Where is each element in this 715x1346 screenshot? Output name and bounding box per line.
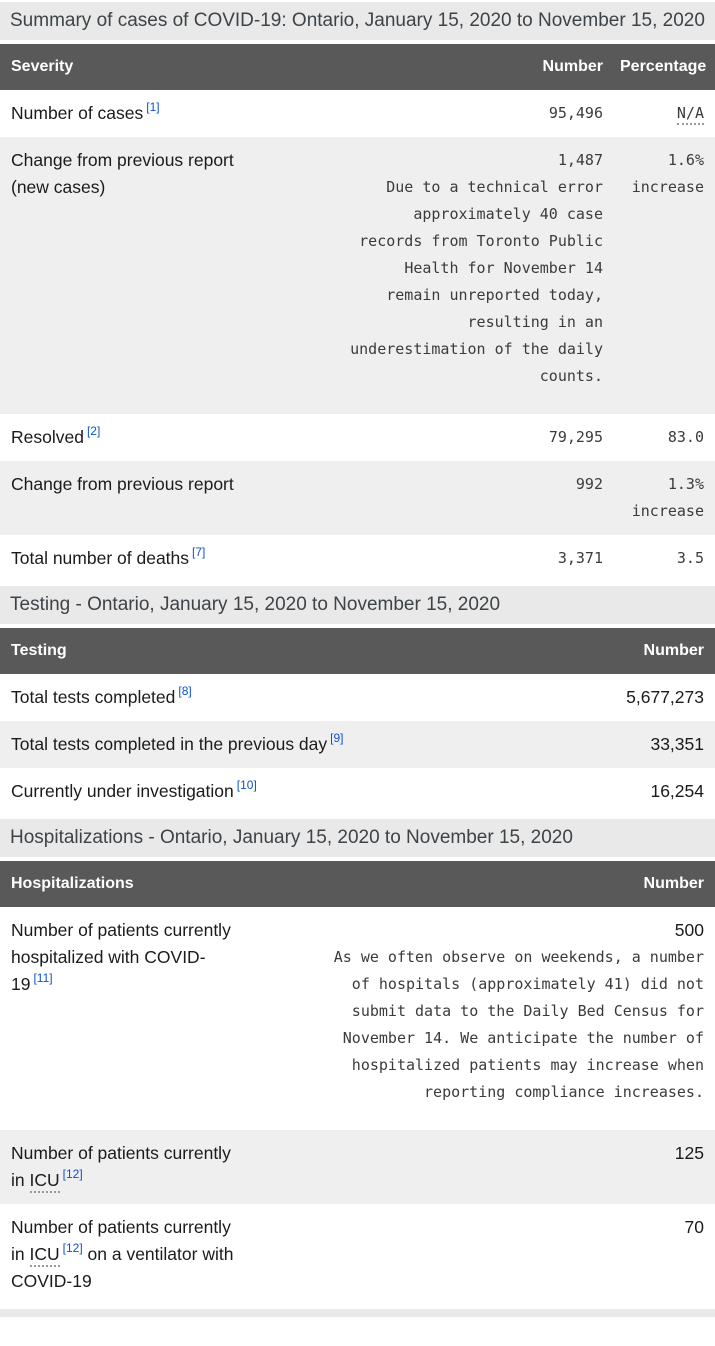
number-cell: 1,487 Due to a technical error approxima… [245, 137, 609, 414]
footnote-ref-link[interactable]: [1] [146, 100, 160, 115]
number-cell: 992 [575, 475, 603, 493]
footnote-ref-link[interactable]: [12] [62, 1167, 83, 1182]
row-label-cell: Change from previous report (new cases) [0, 137, 245, 414]
footnote-ref-link[interactable]: [7] [192, 545, 206, 560]
table-row: Change from previous report (new cases) … [0, 137, 715, 414]
percentage-direction: increase [631, 178, 704, 196]
number-value: 500 [674, 920, 704, 940]
row-label: Total tests completed in the previous da… [11, 734, 328, 754]
summary-header-row: Severity Number Percentage [0, 44, 715, 90]
table-row: Total tests completed in the previous da… [0, 721, 715, 768]
row-label: Number of cases [11, 103, 144, 123]
row-label-cell: Currently under investigation [10] [0, 768, 515, 815]
table-row: Currently under investigation [10] 16,254 [0, 768, 715, 815]
na-abbreviation[interactable]: N/A [676, 104, 704, 125]
percentage-direction: increase [631, 502, 704, 520]
row-label-suffix: on a ventilator with COVID-19 [11, 1244, 234, 1291]
percentage-value: 1.6% [667, 151, 704, 169]
percentage-cell: 83.0 [667, 428, 704, 446]
footnote-ref-link[interactable]: [9] [330, 731, 344, 746]
number-cell: 125 [674, 1143, 704, 1163]
footnote-ref-link[interactable]: [8] [178, 684, 192, 699]
number-cell: 33,351 [650, 734, 704, 754]
row-label: Total tests completed [11, 687, 176, 707]
table-row: Number of cases [1] 95,496 N/A [0, 90, 715, 137]
table-row: Total number of deaths [7] 3,371 3.5 [0, 535, 715, 582]
number-cell: 500 As we often observe on weekends, a n… [245, 907, 715, 1130]
column-header-number: Number [245, 861, 715, 907]
hospitalizations-header-row: Hospitalizations Number [0, 861, 715, 907]
row-label: Number of patients currently hospitalize… [11, 920, 231, 994]
table-row: Number of patients currently in ICU [12] … [0, 1130, 715, 1204]
number-cell: 3,371 [557, 549, 603, 567]
percentage-cell: 1.6% increase [609, 137, 715, 414]
row-label-cell: Change from previous report [0, 461, 245, 535]
row-label-cell: Number of patients currently in ICU [12] … [0, 1204, 245, 1305]
table-row: Total tests completed [8] 5,677,273 [0, 674, 715, 721]
row-label-cell: Total number of deaths [7] [0, 535, 245, 582]
column-header-percentage: Percentage [609, 44, 715, 90]
next-section-heading-partial [0, 1309, 715, 1317]
row-label: Total number of deaths [11, 548, 190, 568]
number-cell: 5,677,273 [626, 687, 704, 707]
row-label-cell: Number of cases [1] [0, 90, 245, 137]
data-note: Due to a technical error approximately 4… [350, 178, 603, 385]
column-header-number: Number [515, 628, 715, 674]
footnote-ref-link[interactable]: [2] [86, 424, 101, 439]
row-label: Change from previous report [11, 474, 234, 494]
table-row: Number of patients currently hospitalize… [0, 907, 715, 1130]
number-cell: 95,496 [548, 104, 603, 122]
footnote-ref-link[interactable]: [12] [62, 1241, 83, 1256]
percentage-cell: 1.3% increase [609, 461, 715, 535]
number-cell: 79,295 [548, 428, 603, 446]
number-cell: 70 [684, 1217, 704, 1237]
column-header-testing: Testing [0, 628, 515, 674]
row-label: Number of patients currently in [11, 1143, 231, 1190]
icu-abbreviation[interactable]: ICU [29, 1170, 60, 1193]
percentage-cell: 3.5 [676, 549, 704, 567]
number-cell: 16,254 [650, 781, 704, 801]
data-note: As we often observe on weekends, a numbe… [333, 948, 704, 1101]
row-label-cell: Total tests completed [8] [0, 674, 515, 721]
hospitalizations-table: Hospitalizations Number Number of patien… [0, 861, 715, 1305]
summary-table: Severity Number Percentage Number of cas… [0, 44, 715, 582]
icu-abbreviation[interactable]: ICU [29, 1244, 60, 1267]
table-row: Change from previous report 992 1.3% inc… [0, 461, 715, 535]
row-label-cell: Total tests completed in the previous da… [0, 721, 515, 768]
table-row: Resolved [2] 79,295 83.0 [0, 414, 715, 461]
row-label-cell: Resolved [2] [0, 414, 245, 461]
row-label-cell: Number of patients currently hospitalize… [0, 907, 245, 1130]
footnote-ref-link[interactable]: [10] [236, 778, 257, 793]
row-label: Currently under investigation [11, 781, 234, 801]
percentage-value: 1.3% [667, 475, 704, 493]
testing-header-row: Testing Number [0, 628, 715, 674]
number-value: 1,487 [557, 151, 603, 169]
row-label: Number of patients currently in [11, 1217, 231, 1264]
summary-heading: Summary of cases of COVID-19: Ontario, J… [0, 2, 715, 40]
testing-heading: Testing - Ontario, January 15, 2020 to N… [0, 586, 715, 624]
table-row: Number of patients currently in ICU [12] … [0, 1204, 715, 1305]
testing-table: Testing Number Total tests completed [8] … [0, 628, 715, 815]
row-label: Resolved [11, 427, 84, 447]
hospitalizations-heading: Hospitalizations - Ontario, January 15, … [0, 819, 715, 857]
percentage-cell: N/A [609, 90, 715, 137]
footnote-ref-link[interactable]: [11] [33, 971, 53, 986]
column-header-severity: Severity [0, 44, 245, 90]
column-header-number: Number [245, 44, 609, 90]
column-header-hospitalizations: Hospitalizations [0, 861, 245, 907]
row-label: Change from previous report (new cases) [11, 150, 234, 197]
row-label-cell: Number of patients currently in ICU [12] [0, 1130, 245, 1204]
